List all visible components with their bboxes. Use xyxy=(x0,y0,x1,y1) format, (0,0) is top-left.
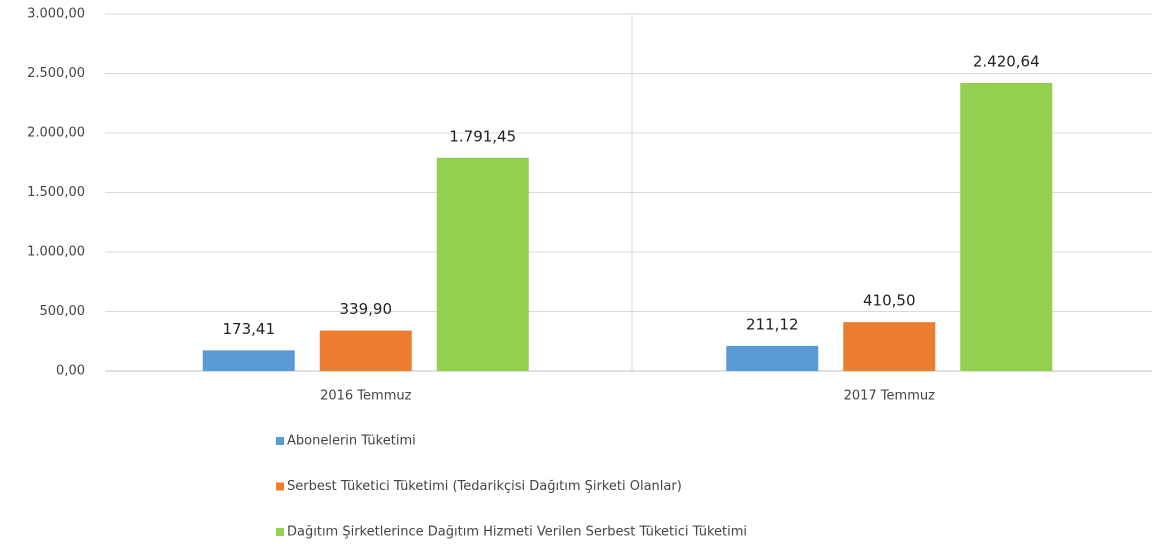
y-tick-label: 0,00 xyxy=(56,364,85,379)
bar xyxy=(202,350,295,371)
value-label: 339,90 xyxy=(340,300,393,318)
x-tick-label: 2016 Temmuz xyxy=(320,389,412,404)
y-tick-label: 500,00 xyxy=(40,304,86,319)
legend-swatch xyxy=(276,437,284,445)
value-label: 1.791,45 xyxy=(449,127,516,145)
y-tick-label: 2.000,00 xyxy=(27,126,85,141)
value-label: 410,50 xyxy=(863,292,916,310)
value-label: 2.420,64 xyxy=(973,52,1040,70)
legend-label: Serbest Tüketici Tüketimi (Tedarikçisi D… xyxy=(287,479,682,494)
legend-swatch xyxy=(276,482,284,491)
value-label: 173,41 xyxy=(223,320,276,338)
legend-label: Dağıtım Şirketlerince Dağıtım Hizmeti Ve… xyxy=(287,525,747,540)
y-tick-label: 1.000,00 xyxy=(27,245,85,260)
y-tick-label: 3.000,00 xyxy=(27,7,85,22)
bar xyxy=(319,330,412,371)
legend-swatch xyxy=(276,528,284,536)
x-tick-label: 2017 Temmuz xyxy=(844,389,936,404)
bar xyxy=(960,82,1053,371)
bar xyxy=(726,345,819,371)
y-tick-label: 1.500,00 xyxy=(27,185,85,200)
bar xyxy=(436,157,529,371)
legend-label: Abonelerin Tüketimi xyxy=(287,434,416,449)
bar xyxy=(843,322,936,371)
y-tick-label: 2.500,00 xyxy=(27,66,85,81)
value-label: 211,12 xyxy=(746,315,799,333)
